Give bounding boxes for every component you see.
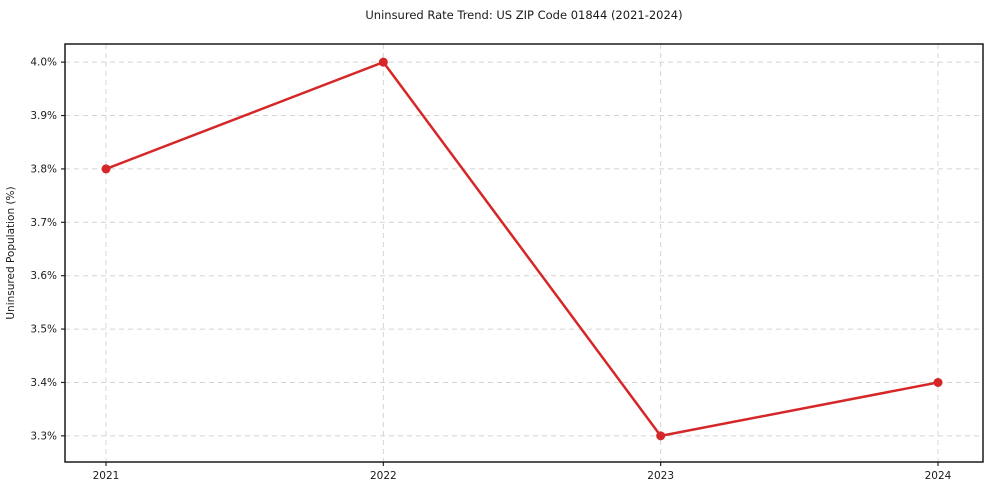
data-point-marker — [378, 57, 388, 67]
y-tick-label: 3.5% — [30, 324, 57, 336]
chart-title: Uninsured Rate Trend: US ZIP Code 01844 … — [365, 8, 682, 22]
y-tick-label: 3.6% — [30, 270, 57, 282]
data-point-marker — [101, 164, 111, 174]
y-tick-label: 3.8% — [30, 163, 57, 175]
x-tick-label: 2023 — [647, 470, 674, 482]
y-tick-label: 3.3% — [30, 430, 57, 442]
y-tick-label: 3.7% — [30, 217, 57, 229]
x-tick-label: 2022 — [370, 470, 397, 482]
y-tick-label: 3.9% — [30, 110, 57, 122]
plot-border — [64, 43, 984, 463]
data-point-marker — [933, 377, 943, 387]
x-tick-label: 2021 — [93, 470, 120, 482]
y-tick-label: 4.0% — [30, 57, 57, 69]
x-tick-label: 2024 — [925, 470, 952, 482]
data-point-marker — [656, 431, 666, 441]
y-tick-label: 3.4% — [30, 377, 57, 389]
trend-line — [104, 60, 940, 438]
chart-layers: 3.3% 3.4% 3.5% 3.6% 3.7% 3.8% 3.9% 4.0% 2021 2022… — [30, 43, 984, 482]
y-axis-label: Uninsured Population (%) — [5, 186, 17, 319]
